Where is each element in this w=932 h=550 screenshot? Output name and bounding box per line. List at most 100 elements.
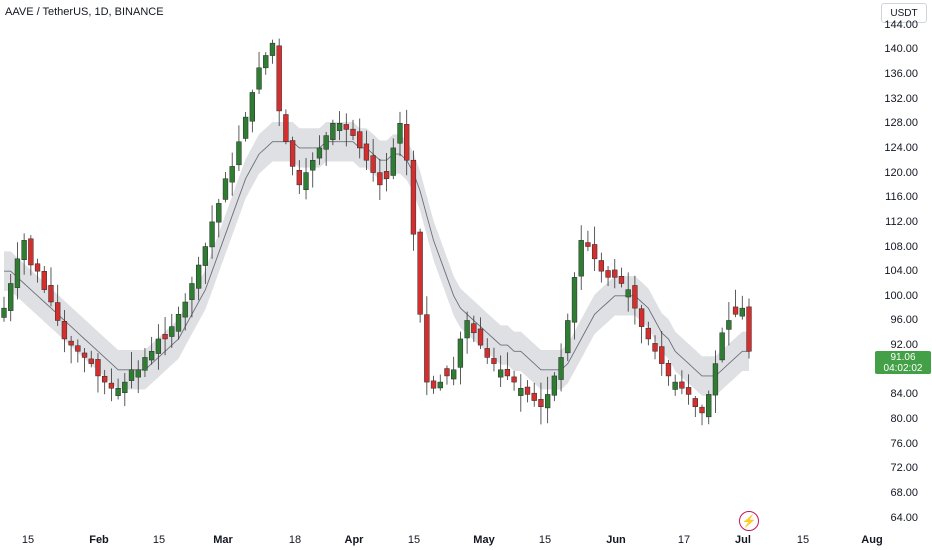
candle — [283, 109, 289, 145]
candle-body — [397, 123, 403, 144]
candle — [504, 352, 511, 381]
candle — [397, 111, 403, 157]
candle — [135, 360, 141, 394]
candle-body — [323, 135, 329, 150]
candle-body — [310, 159, 316, 171]
candle — [524, 380, 531, 403]
candle-body — [88, 358, 94, 364]
volatility-band — [4, 122, 749, 396]
candle — [122, 373, 128, 407]
candle — [571, 272, 578, 340]
candle-body — [451, 369, 457, 380]
candle — [34, 258, 41, 283]
candle — [692, 395, 698, 418]
candle — [638, 304, 645, 344]
candle — [41, 266, 47, 293]
candle — [410, 150, 417, 251]
candle — [14, 242, 21, 300]
candle-body — [706, 394, 712, 418]
candle — [645, 321, 651, 346]
candle-body — [659, 346, 665, 364]
price-tick-label: 72.00 — [890, 462, 918, 475]
candle — [719, 327, 725, 363]
candle — [712, 350, 719, 413]
price-tick-label: 136.00 — [884, 67, 918, 80]
candle-body — [585, 242, 591, 247]
candle — [424, 296, 430, 396]
candle — [551, 372, 558, 402]
time-axis[interactable]: 15 Feb 15 Mar 18 Apr 15 May 15 Jun 17 Jul 15 Aug — [0, 530, 932, 550]
lightning-bolt-icon[interactable]: ⚡ — [739, 511, 759, 531]
candle — [175, 306, 182, 340]
price-tick-label: 128.00 — [884, 117, 918, 130]
price-tick-label: 140.00 — [884, 43, 918, 56]
candle-body — [404, 124, 410, 161]
candle — [236, 125, 242, 171]
candle-body — [128, 369, 135, 381]
candle-body — [195, 264, 202, 289]
candle-body — [679, 381, 685, 389]
candle — [81, 348, 88, 373]
candle-body — [216, 203, 222, 223]
candle-body — [142, 357, 148, 371]
price-tick-label: 112.00 — [885, 215, 918, 228]
candle-body — [383, 171, 390, 179]
time-tick-label: Feb — [89, 534, 109, 546]
candle — [732, 289, 739, 318]
candle — [55, 284, 61, 326]
candle-body — [565, 320, 571, 354]
time-tick-label: 18 — [288, 534, 302, 546]
candle — [706, 390, 712, 425]
candle-body — [511, 376, 517, 383]
candle — [518, 374, 524, 412]
price-tick-label: 92.00 — [890, 339, 918, 352]
time-tick-label: 15 — [21, 534, 35, 546]
candle — [162, 317, 168, 356]
candle — [263, 52, 269, 75]
candle-body — [591, 244, 598, 260]
candle-body — [390, 147, 396, 176]
candle — [746, 298, 752, 359]
currency-button[interactable]: USDT — [881, 3, 927, 23]
candle — [679, 370, 685, 395]
candle-body — [444, 368, 450, 377]
candle-body — [618, 275, 625, 284]
candle — [216, 198, 222, 238]
candle-body — [571, 277, 578, 323]
candle — [296, 160, 302, 194]
candle — [739, 295, 745, 320]
price-tick-label: 124.00 — [884, 141, 918, 154]
candle — [477, 317, 484, 349]
candle — [88, 350, 94, 368]
candle-body — [625, 289, 631, 298]
candle — [256, 51, 262, 94]
candle-body — [612, 269, 618, 278]
chart-area[interactable] — [0, 0, 873, 530]
candle — [276, 38, 282, 127]
candle-body — [518, 388, 524, 396]
candle-body — [343, 124, 349, 130]
candle — [108, 368, 115, 402]
candle — [169, 313, 175, 348]
candle — [511, 370, 517, 391]
candle-body — [316, 147, 323, 159]
candle — [578, 225, 584, 290]
time-tick-label: Jun — [606, 534, 626, 546]
price-axis[interactable]: 144.00 140.00 136.00 132.00 128.00 124.00 120.… — [873, 0, 932, 530]
candle — [531, 382, 537, 407]
candle — [491, 347, 497, 372]
candle-body — [148, 351, 155, 361]
candle-body — [685, 387, 692, 395]
candle-body — [457, 338, 464, 368]
time-tick-label: 17 — [677, 534, 691, 546]
candle-body — [712, 363, 719, 396]
candle — [558, 343, 564, 392]
price-tick-label: 120.00 — [884, 166, 918, 179]
price-chart[interactable] — [0, 0, 873, 530]
candle-body — [14, 258, 21, 288]
time-tick-label: May — [473, 534, 495, 546]
candle-body — [8, 283, 14, 311]
candle — [484, 338, 490, 364]
candle-body — [28, 238, 34, 266]
candle-body — [538, 399, 544, 407]
